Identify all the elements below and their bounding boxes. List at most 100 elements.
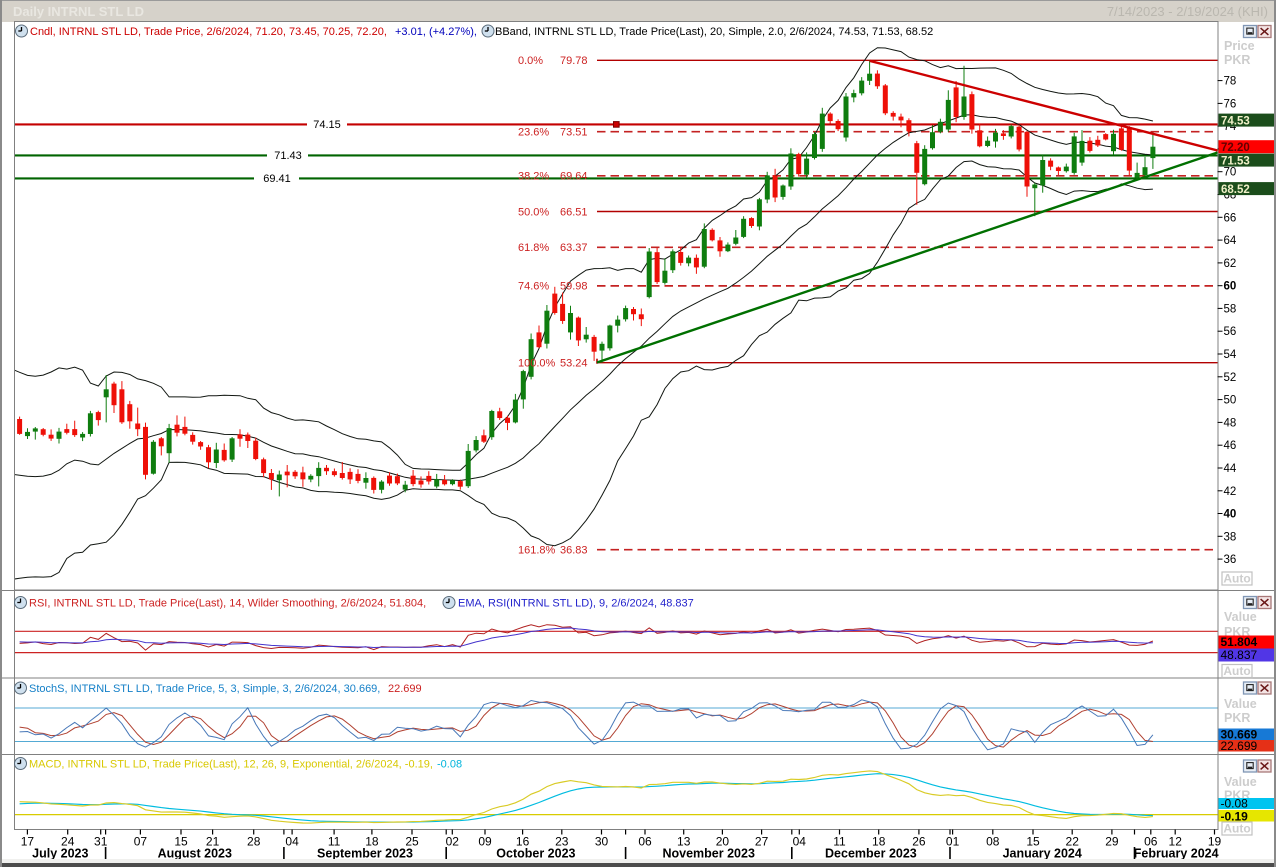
svg-text:51.804: 51.804 xyxy=(1221,635,1258,649)
svg-text:BBand, INTRNL STL LD, Trade Pr: BBand, INTRNL STL LD, Trade Price(Last),… xyxy=(495,26,933,38)
svg-text:PKR: PKR xyxy=(1224,53,1250,67)
svg-text:Value: Value xyxy=(1224,610,1257,624)
svg-text:04: 04 xyxy=(285,835,299,849)
svg-text:36.83: 36.83 xyxy=(560,545,588,557)
svg-text:30: 30 xyxy=(595,835,609,849)
svg-text:22.699: 22.699 xyxy=(1221,739,1258,753)
svg-text:17: 17 xyxy=(21,835,35,849)
svg-text:29: 29 xyxy=(1105,835,1119,849)
svg-text:50: 50 xyxy=(1224,395,1237,407)
svg-text:21: 21 xyxy=(206,835,220,849)
svg-text:20: 20 xyxy=(716,835,730,849)
svg-text:76: 76 xyxy=(1224,98,1237,110)
svg-text:64: 64 xyxy=(1224,235,1237,247)
svg-text:06: 06 xyxy=(638,835,652,849)
svg-text:79.78: 79.78 xyxy=(560,55,588,67)
svg-text:62: 62 xyxy=(1224,258,1237,270)
svg-text:71.53: 71.53 xyxy=(1221,155,1250,167)
svg-text:161.8%: 161.8% xyxy=(518,545,556,557)
svg-text:69.64: 69.64 xyxy=(560,171,588,183)
svg-text:15: 15 xyxy=(1026,835,1040,849)
svg-text:12: 12 xyxy=(1169,835,1183,849)
svg-text:13: 13 xyxy=(677,835,691,849)
svg-text:100.0%: 100.0% xyxy=(518,358,556,370)
svg-text:PKR: PKR xyxy=(1224,711,1250,725)
svg-text:53.24: 53.24 xyxy=(560,358,588,370)
svg-text:74.53: 74.53 xyxy=(1221,115,1250,127)
svg-text:04: 04 xyxy=(793,835,807,849)
svg-text:11: 11 xyxy=(328,835,341,849)
svg-text:18: 18 xyxy=(365,835,379,849)
svg-text:59.98: 59.98 xyxy=(560,281,588,293)
svg-text:06: 06 xyxy=(1144,835,1158,849)
svg-text:StochS, INTRNL STL LD, Trade P: StochS, INTRNL STL LD, Trade Price, 5, 3… xyxy=(29,683,380,695)
svg-text:07: 07 xyxy=(134,835,148,849)
svg-text:23.6%: 23.6% xyxy=(518,127,549,139)
svg-text:61.8%: 61.8% xyxy=(518,242,549,254)
svg-text:Auto: Auto xyxy=(1223,822,1250,836)
svg-text:-0.08: -0.08 xyxy=(1221,797,1249,811)
svg-text:26: 26 xyxy=(912,835,926,849)
svg-text:40: 40 xyxy=(1224,509,1237,521)
svg-text:Cndl, INTRNL STL LD, Trade Pri: Cndl, INTRNL STL LD, Trade Price, 2/6/20… xyxy=(30,26,387,38)
svg-text:48: 48 xyxy=(1224,417,1237,429)
svg-text:15: 15 xyxy=(174,835,188,849)
svg-text:30.669: 30.669 xyxy=(1221,728,1258,742)
svg-text:66: 66 xyxy=(1224,212,1237,224)
svg-text:68.52: 68.52 xyxy=(1221,184,1250,196)
svg-text:Value: Value xyxy=(1224,775,1257,789)
svg-text:48.837: 48.837 xyxy=(1221,648,1258,662)
svg-text:19: 19 xyxy=(1208,835,1222,849)
svg-text:EMA, RSI(INTRNL STL LD), 9,: EMA, RSI(INTRNL STL LD), 9, 2/6/2024, 48… xyxy=(458,598,694,610)
svg-text:July 2023: July 2023 xyxy=(32,847,88,861)
svg-text:70: 70 xyxy=(1224,167,1237,179)
svg-text:71.43: 71.43 xyxy=(274,150,302,162)
svg-text:74.6%: 74.6% xyxy=(518,281,549,293)
svg-text:58: 58 xyxy=(1224,303,1237,315)
svg-text:28: 28 xyxy=(247,835,261,849)
svg-text:08: 08 xyxy=(986,835,1000,849)
svg-text:-0.08: -0.08 xyxy=(437,759,462,771)
svg-text:01: 01 xyxy=(946,835,960,849)
svg-text:11: 11 xyxy=(833,835,846,849)
svg-text:38: 38 xyxy=(1224,531,1237,543)
svg-text:69.41: 69.41 xyxy=(263,173,291,185)
svg-text:52: 52 xyxy=(1224,372,1237,384)
svg-text:January 2024: January 2024 xyxy=(1003,847,1082,861)
svg-text:02: 02 xyxy=(446,835,460,849)
svg-text:25: 25 xyxy=(405,835,419,849)
svg-text:Value: Value xyxy=(1224,697,1257,711)
svg-text:August 2023: August 2023 xyxy=(158,847,232,861)
svg-text:38.2%: 38.2% xyxy=(518,171,549,183)
svg-text:74.15: 74.15 xyxy=(313,119,341,131)
svg-text:63.37: 63.37 xyxy=(560,242,588,254)
svg-text:October 2023: October 2023 xyxy=(496,847,575,861)
svg-text:09: 09 xyxy=(478,835,492,849)
svg-text:27: 27 xyxy=(755,835,769,849)
svg-text:24: 24 xyxy=(61,835,75,849)
svg-text:-0.19: -0.19 xyxy=(1221,810,1249,824)
svg-text:73.51: 73.51 xyxy=(560,127,588,139)
svg-text:54: 54 xyxy=(1224,349,1237,361)
svg-text:66.51: 66.51 xyxy=(560,206,588,218)
svg-text:18: 18 xyxy=(872,835,886,849)
svg-text:September 2023: September 2023 xyxy=(317,847,413,861)
svg-text:February 2024: February 2024 xyxy=(1134,847,1219,861)
svg-text:22.699: 22.699 xyxy=(388,683,422,695)
svg-text:60: 60 xyxy=(1224,281,1237,293)
svg-text:50.0%: 50.0% xyxy=(518,206,549,218)
svg-text:November 2023: November 2023 xyxy=(662,847,754,861)
svg-text:56: 56 xyxy=(1224,326,1237,338)
svg-text:+3.01, (+4.27%),: +3.01, (+4.27%), xyxy=(395,26,477,38)
svg-text:December 2023: December 2023 xyxy=(825,847,917,861)
svg-text:0.0%: 0.0% xyxy=(518,55,543,67)
svg-text:RSI, INTRNL STL LD, Trade Pric: RSI, INTRNL STL LD, Trade Price(Last), 1… xyxy=(29,598,426,610)
svg-text:78: 78 xyxy=(1224,76,1237,88)
svg-text:Auto: Auto xyxy=(1223,572,1250,586)
svg-text:72.20: 72.20 xyxy=(1221,142,1250,154)
svg-text:31: 31 xyxy=(94,835,108,849)
svg-text:46: 46 xyxy=(1224,440,1237,452)
svg-text:Auto: Auto xyxy=(1223,664,1250,678)
svg-text:36: 36 xyxy=(1224,554,1237,566)
svg-text:42: 42 xyxy=(1224,486,1237,498)
